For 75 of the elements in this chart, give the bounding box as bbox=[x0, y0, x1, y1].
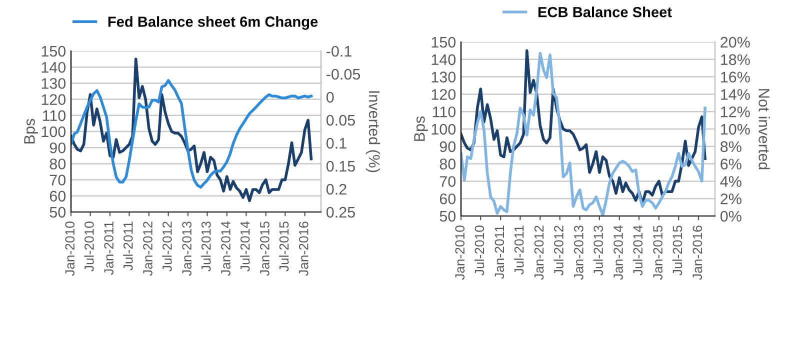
y2-tick-label: 10% bbox=[721, 124, 750, 135]
x-tick-label: Jul-2014 bbox=[240, 221, 250, 272]
y2-tick-label: -0.1 bbox=[326, 46, 352, 57]
y2-tick-label: 0.1 bbox=[326, 138, 346, 149]
x-tick-label: Jan-2014 bbox=[221, 221, 230, 276]
x-tick-label: Jul-2012 bbox=[162, 222, 172, 272]
x-tick-label: Jul-2013 bbox=[593, 226, 603, 276]
y-tick-label: 90 bbox=[440, 141, 456, 152]
y-axis-title: Bps bbox=[24, 118, 38, 144]
y2-tick-label: 0.15 bbox=[326, 160, 355, 172]
x-tick-label: Jan-2012 bbox=[143, 222, 152, 276]
x-tick-label: Jan-2011 bbox=[104, 222, 114, 275]
y-tick-label: 100 bbox=[42, 126, 66, 138]
y2-axis-title: Not inverted bbox=[758, 89, 770, 170]
x-tick-label: Jan-2015 bbox=[260, 222, 270, 276]
x-tick-label: Jul-2015 bbox=[672, 226, 682, 276]
x-tick-label: Jul-2015 bbox=[279, 222, 289, 272]
x-tick-label: Jan-2011 bbox=[494, 226, 504, 279]
y2-tick-label: 4% bbox=[720, 176, 742, 187]
y-tick-label: 150 bbox=[42, 46, 66, 57]
y2-tick-label: 18% bbox=[721, 54, 750, 66]
y-tick-label: 80 bbox=[50, 158, 66, 170]
y-tick-label: 90 bbox=[50, 142, 66, 154]
x-tick-label: Jan-2016 bbox=[298, 222, 308, 276]
x-tick-label: Jan-2015 bbox=[653, 226, 662, 280]
y-tick-label: 100 bbox=[432, 124, 456, 135]
x-tick-label: Jul-2011 bbox=[123, 222, 133, 270]
y-axis-title: Bps bbox=[414, 116, 428, 141]
y2-tick-label: 16% bbox=[721, 72, 750, 82]
y2-tick-label: 20% bbox=[720, 36, 750, 48]
x-tick-label: Jul-2010 bbox=[474, 226, 484, 276]
line-series bbox=[71, 58, 313, 202]
y-tick-label: 140 bbox=[42, 62, 66, 73]
y-tick-label: 110 bbox=[42, 110, 66, 122]
line-series bbox=[71, 79, 313, 189]
y2-axis-title: Inverted (%) bbox=[366, 91, 380, 172]
y-tick-label: 50 bbox=[440, 210, 456, 222]
y-tick-label: 130 bbox=[432, 72, 456, 82]
y2-tick-label: 8% bbox=[720, 141, 742, 152]
y-tick-label: 150 bbox=[432, 36, 456, 48]
y2-tick-label: 6% bbox=[720, 158, 742, 170]
x-tick-label: Jul-2012 bbox=[554, 226, 564, 276]
y-tick-label: 120 bbox=[42, 94, 66, 105]
x-tick-label: Jan-2014 bbox=[614, 225, 623, 280]
y-tick-label: 70 bbox=[440, 176, 456, 187]
x-tick-label: Jul-2013 bbox=[201, 222, 211, 272]
y2-tick-label: 12% bbox=[721, 106, 750, 118]
y2-tick-label: 0.2 bbox=[326, 184, 346, 195]
y-tick-label: 140 bbox=[432, 54, 456, 66]
x-tick-label: Jul-2010 bbox=[84, 222, 94, 272]
y2-tick-label: 0.25 bbox=[326, 206, 355, 218]
legend-label: ECB Balance Sheet bbox=[538, 6, 672, 18]
y-tick-label: 50 bbox=[50, 206, 66, 218]
y2-tick-label: 0 bbox=[326, 92, 334, 103]
y2-tick-label: 0.05 bbox=[326, 114, 355, 126]
y-tick-label: 120 bbox=[432, 89, 456, 100]
y-tick-label: 60 bbox=[50, 190, 66, 202]
y-tick-label: 80 bbox=[440, 158, 456, 170]
x-tick-label: Jan-2013 bbox=[574, 226, 584, 280]
x-tick-label: Jan-2010 bbox=[65, 222, 75, 276]
y-tick-label: 130 bbox=[42, 78, 66, 89]
y2-tick-label: -0.05 bbox=[326, 68, 360, 80]
y2-tick-label: 14% bbox=[721, 89, 750, 100]
x-tick-label: Jan-2012 bbox=[534, 226, 544, 280]
legend-label: Fed Balance sheet 6m Change bbox=[108, 16, 318, 30]
y-tick-label: 70 bbox=[50, 174, 66, 186]
y-tick-label: 60 bbox=[440, 193, 456, 204]
y2-tick-label: 2% bbox=[720, 193, 742, 204]
y-tick-label: 110 bbox=[432, 106, 456, 118]
x-tick-label: Jul-2011 bbox=[514, 226, 524, 274]
x-tick-label: Jan-2010 bbox=[455, 226, 465, 280]
x-tick-label: Jan-2013 bbox=[182, 222, 192, 276]
x-tick-label: Jan-2016 bbox=[692, 226, 702, 280]
x-tick-label: Jul-2014 bbox=[632, 225, 643, 276]
y2-tick-label: 0% bbox=[720, 210, 742, 222]
